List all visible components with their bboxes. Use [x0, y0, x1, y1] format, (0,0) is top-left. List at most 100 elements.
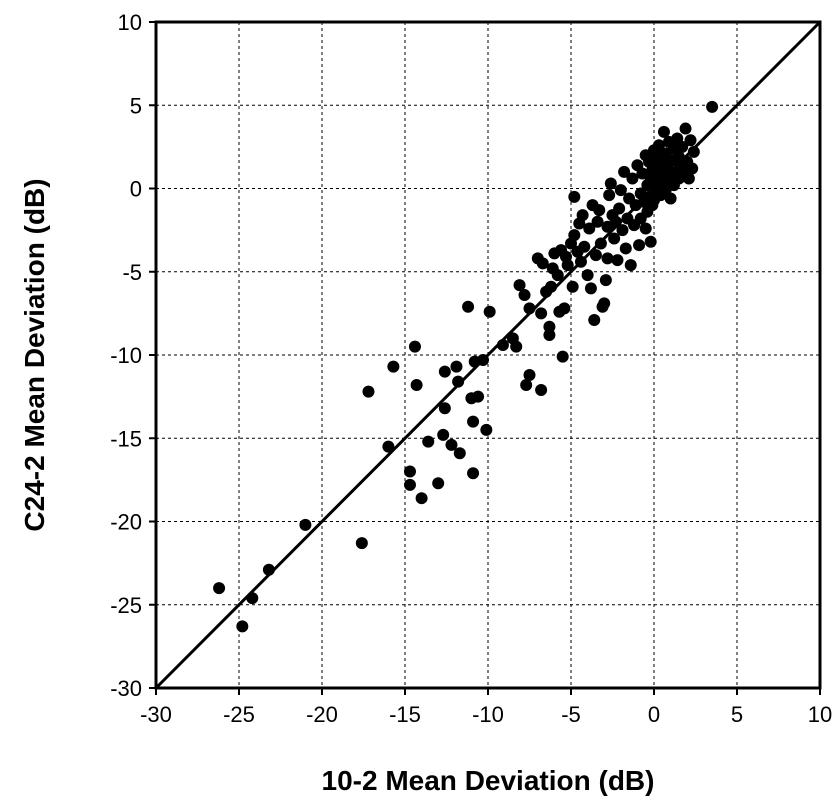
identity-reference-line	[154, 20, 822, 690]
tick-marks	[149, 21, 821, 695]
data-point	[679, 122, 692, 135]
data-point	[613, 202, 626, 215]
data-point	[633, 239, 646, 252]
data-point	[684, 134, 697, 147]
x-tick-label: -30	[140, 702, 172, 727]
x-tick-labels: -30 -25 -20 -15 -10 -5 0 5 10	[140, 702, 832, 727]
data-point	[213, 582, 226, 595]
data-point	[246, 592, 259, 605]
data-point	[467, 415, 480, 428]
data-point	[686, 162, 699, 175]
data-point	[262, 563, 275, 576]
data-point	[611, 254, 624, 267]
data-point	[480, 423, 493, 436]
x-tick-label: -25	[223, 702, 255, 727]
data-point	[601, 252, 614, 265]
data-point	[452, 375, 465, 388]
data-point	[561, 259, 574, 272]
y-tick-labels: -30 -25 -20 -15 -10 -5 0 5 10	[110, 10, 142, 701]
data-point	[472, 390, 485, 403]
x-tick-label: -10	[472, 702, 504, 727]
data-point	[438, 365, 451, 378]
data-point	[551, 269, 564, 282]
data-point	[583, 222, 596, 235]
data-point	[608, 232, 621, 245]
data-point	[445, 438, 458, 451]
x-tick-label: -20	[306, 702, 338, 727]
x-axis-title: 10-2 Mean Deviation (dB)	[322, 765, 655, 796]
data-point	[450, 360, 463, 373]
data-point	[609, 215, 622, 228]
data-point	[523, 302, 536, 315]
data-point	[568, 190, 581, 203]
data-point	[422, 435, 435, 448]
y-tick-label: -20	[110, 510, 142, 535]
data-point	[558, 302, 571, 315]
data-point	[624, 259, 637, 272]
data-point	[593, 204, 606, 217]
data-point	[568, 229, 581, 242]
data-point	[536, 257, 549, 270]
data-point	[574, 255, 587, 268]
y-tick-label: -10	[110, 343, 142, 368]
data-point	[513, 279, 526, 292]
data-point	[403, 478, 416, 491]
data-point	[410, 378, 423, 391]
data-point	[619, 242, 632, 255]
data-point	[520, 378, 533, 391]
data-point	[236, 620, 249, 633]
x-tick-label: -5	[561, 702, 581, 727]
data-point	[415, 492, 428, 505]
data-point	[687, 145, 700, 158]
data-point	[603, 189, 616, 202]
data-point	[408, 340, 421, 353]
data-point	[362, 385, 375, 398]
data-point	[355, 537, 368, 550]
data-point	[706, 100, 719, 113]
data-point	[576, 209, 589, 222]
data-point	[518, 289, 531, 302]
data-point	[644, 235, 657, 248]
data-point	[523, 368, 536, 381]
data-point	[453, 447, 466, 460]
data-point	[387, 360, 400, 373]
data-point	[477, 353, 490, 366]
x-tick-label: 5	[731, 702, 743, 727]
data-point	[496, 339, 509, 352]
data-point	[299, 518, 312, 531]
data-point	[604, 177, 617, 190]
data-point	[657, 125, 670, 138]
data-point	[599, 274, 612, 287]
data-point	[462, 300, 475, 313]
data-point	[578, 240, 591, 253]
data-point	[437, 428, 450, 441]
data-point	[652, 139, 665, 152]
data-point	[543, 329, 556, 342]
data-points	[213, 100, 719, 633]
data-point	[618, 165, 631, 178]
data-point	[545, 280, 558, 293]
data-point	[676, 140, 689, 153]
x-tick-label: 0	[648, 702, 660, 727]
y-tick-label: -5	[122, 260, 142, 285]
data-point	[467, 467, 480, 480]
data-point	[556, 350, 569, 363]
data-point	[664, 192, 677, 205]
data-point	[483, 305, 496, 318]
x-tick-label: 10	[808, 702, 832, 727]
data-point	[591, 215, 604, 228]
data-point	[543, 320, 556, 333]
x-tick-label: -15	[389, 702, 421, 727]
data-point	[589, 249, 602, 262]
y-tick-label: -30	[110, 676, 142, 701]
data-point	[594, 237, 607, 250]
data-point	[403, 465, 416, 478]
y-tick-label: -25	[110, 593, 142, 618]
data-point	[581, 269, 594, 282]
data-point	[588, 314, 601, 327]
data-point	[438, 402, 451, 415]
data-point	[382, 440, 395, 453]
data-point	[639, 222, 652, 235]
y-tick-label: 0	[130, 177, 142, 202]
